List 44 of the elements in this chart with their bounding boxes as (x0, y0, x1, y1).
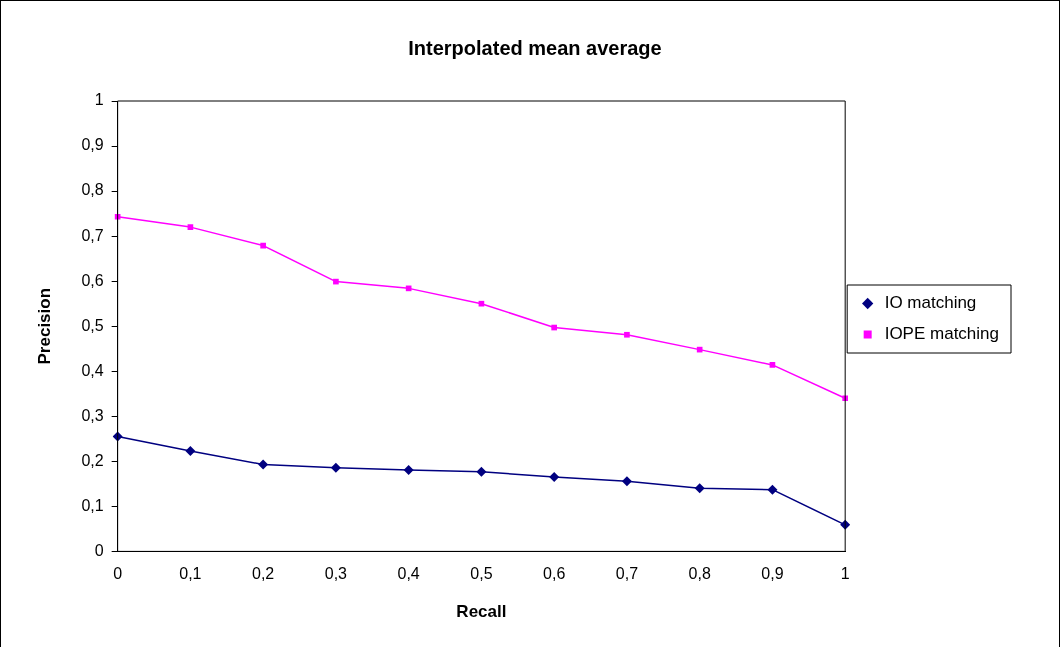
chart-title: Interpolated mean average (408, 36, 662, 59)
y-axis-title: Precision (34, 287, 54, 365)
point (476, 466, 487, 477)
point (624, 331, 630, 338)
point (842, 395, 848, 402)
x-tick-label: 1 (840, 565, 850, 583)
point (621, 476, 632, 487)
x-tick-label: 0,7 (615, 565, 639, 583)
y-tick-label: 0 (94, 541, 104, 559)
legend-label: IOPE matching (884, 324, 999, 344)
y-tick-label: 0,9 (81, 136, 104, 154)
point (478, 300, 485, 307)
point (185, 445, 196, 456)
x-tick-label: 0,5 (470, 565, 493, 583)
y-tick-label: 1 (94, 91, 104, 109)
x-tick-label: 0,4 (397, 565, 420, 583)
y-tick-label: 0,5 (81, 316, 104, 334)
y-tick-label: 0,8 (81, 181, 104, 199)
point (551, 324, 557, 331)
y-tick-label: 0,2 (81, 451, 104, 469)
y-tick-label: 0,6 (81, 271, 104, 289)
x-tick-label: 0,9 (761, 565, 784, 583)
x-tick-label: 0,8 (688, 565, 711, 583)
x-tick-label: 0,1 (179, 565, 202, 583)
y-tick-label: 0,1 (81, 496, 104, 514)
point (330, 462, 341, 473)
x-tick-label: 0,6 (543, 565, 566, 583)
point (549, 472, 560, 483)
point (403, 464, 414, 475)
point (767, 484, 778, 495)
y-tick-label: 0,3 (81, 406, 104, 424)
x-tick-label: 0,2 (252, 565, 275, 583)
legend-label: IO matching (884, 293, 977, 313)
point (260, 242, 266, 249)
point (258, 459, 269, 470)
y-tick-label: 0,7 (81, 226, 104, 244)
point (769, 362, 776, 368)
point (694, 483, 705, 494)
point (187, 224, 194, 230)
y-tick-label: 0,4 (81, 361, 104, 379)
x-tick-label: 0 (113, 565, 123, 583)
x-tick-label: 0,3 (324, 565, 348, 583)
point (333, 278, 339, 285)
x-axis-title: Recall (456, 602, 507, 622)
